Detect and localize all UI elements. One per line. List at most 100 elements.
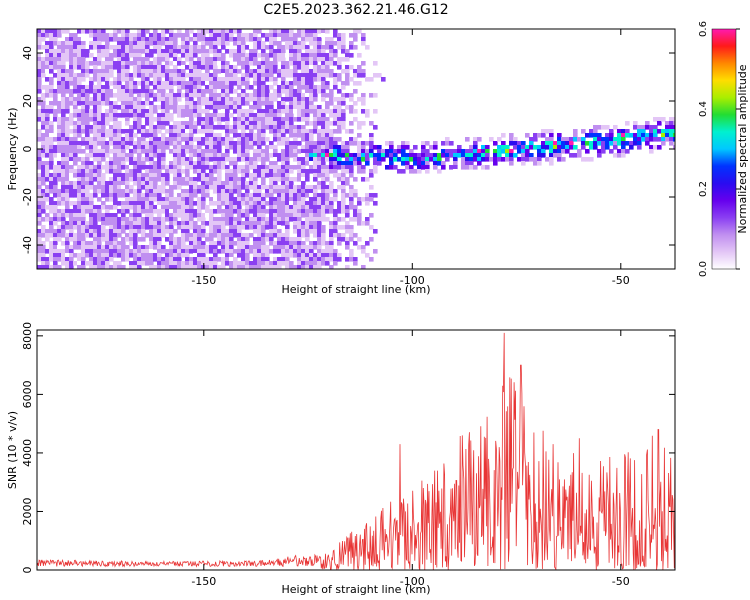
spectrogram-cell [145, 181, 150, 186]
spectrogram-cell [189, 141, 194, 146]
spectrogram-cell [365, 193, 370, 198]
spectrogram-cell [357, 197, 362, 202]
spectrogram-cell [321, 197, 326, 202]
spectrogram-cell [157, 93, 162, 98]
spectrogram-cell [325, 37, 330, 42]
spectrogram-cell [105, 149, 110, 154]
spectrogram-cell [281, 197, 286, 202]
spectrogram-cell [145, 93, 150, 98]
spectrogram-cell [41, 217, 46, 222]
spectrogram-cell [169, 237, 174, 242]
spectrogram-cell [113, 201, 118, 206]
spectrogram-cell [153, 133, 158, 138]
spectrogram-cell [89, 89, 94, 94]
spectrogram-cell [225, 149, 230, 154]
spectrogram-cell [201, 225, 206, 230]
spectrogram-cell [217, 53, 222, 58]
spectrogram-cell [125, 197, 130, 202]
spectrogram-cell [69, 225, 74, 230]
spectrogram-cell [61, 121, 66, 126]
spectrogram-cell [285, 241, 290, 246]
spectrogram-cell [173, 265, 178, 269]
spectrogram-cell [357, 125, 362, 130]
spectrogram-cell [77, 125, 82, 130]
spectrogram-cell [297, 133, 302, 138]
spectrogram-cell [153, 241, 158, 246]
spectrogram-cell [93, 249, 98, 254]
spectrogram-cell [181, 81, 186, 86]
spectrogram-cell [245, 125, 250, 130]
spectrogram-cell [133, 57, 138, 62]
spectrogram-cell [177, 169, 182, 174]
spectrogram-cell [145, 113, 150, 118]
spectrogram-cell [309, 37, 314, 42]
spectrogram-cell [301, 97, 306, 102]
spectrogram-cell [617, 137, 622, 142]
spectrogram-cell [149, 33, 154, 38]
spectrogram-cell [265, 185, 270, 190]
spectrogram-cell [181, 133, 186, 138]
spectrogram-cell [93, 65, 98, 70]
spectrogram-cell [57, 201, 62, 206]
spectrogram-cell [249, 137, 254, 142]
spectrogram-cell [41, 153, 46, 158]
spectrogram-cell [97, 29, 102, 34]
spectrogram-cell [137, 189, 142, 194]
spectrogram-cell [137, 169, 142, 174]
spectrogram-cell [289, 245, 294, 250]
spectrogram-cell [213, 77, 218, 82]
spectrogram-cell [341, 201, 346, 206]
spectrogram-cell [189, 165, 194, 170]
spectrogram-cell [293, 145, 298, 150]
spectrogram-cell [173, 149, 178, 154]
spectrogram-cell [41, 65, 46, 70]
spectrogram-cell [153, 45, 158, 50]
spectrogram-cell [565, 137, 570, 142]
spectrogram-cell [333, 157, 338, 162]
spectrogram-cell [225, 221, 230, 226]
spectrogram-cell [113, 233, 118, 238]
spectrogram-cell [161, 41, 166, 46]
spectrogram-cell [189, 109, 194, 114]
spectrogram-cell [485, 157, 490, 162]
spectrogram-cell [301, 101, 306, 106]
spectrogram-cell [65, 145, 70, 150]
spectrogram-cell [237, 33, 242, 38]
spectrogram-cell [313, 245, 318, 250]
spectrogram-cell [177, 157, 182, 162]
spectrogram-cell [125, 117, 130, 122]
spectrogram-cell [229, 237, 234, 242]
spectrogram-cell [229, 173, 234, 178]
spectrogram-cell [137, 65, 142, 70]
spectrogram-cell [261, 229, 266, 234]
spectrogram-cell [49, 49, 54, 54]
spectrogram-cell [401, 141, 406, 146]
spectrogram-cell [493, 141, 498, 146]
spectrogram-cell [669, 125, 674, 130]
spectrogram-cell [269, 185, 274, 190]
spectrogram-cell [85, 249, 90, 254]
spectrogram-cell [253, 153, 258, 158]
spectrogram-cell [181, 45, 186, 50]
spectrogram-cell [177, 57, 182, 62]
spectrogram-cell [57, 177, 62, 182]
spectrogram-cell [221, 113, 226, 118]
spectrogram-cell [273, 113, 278, 118]
spectrogram-cell [325, 209, 330, 214]
spectrogram-cell [165, 49, 170, 54]
spectrogram-cell [265, 113, 270, 118]
spectrogram-cell [129, 133, 134, 138]
spectrogram-cell [221, 101, 226, 106]
spectrogram-cell [557, 137, 562, 142]
spectrogram-cell [353, 137, 358, 142]
spectrogram-cell [97, 41, 102, 46]
spectrogram-cell [61, 257, 66, 262]
spectrogram-cell [241, 89, 246, 94]
spectrogram-cell [117, 209, 122, 214]
spectrogram-cell [281, 53, 286, 58]
spectrogram-cell [337, 37, 342, 42]
spectrogram-cell [69, 209, 74, 214]
spectrogram-cell [105, 153, 110, 158]
spectrogram-cell [113, 121, 118, 126]
